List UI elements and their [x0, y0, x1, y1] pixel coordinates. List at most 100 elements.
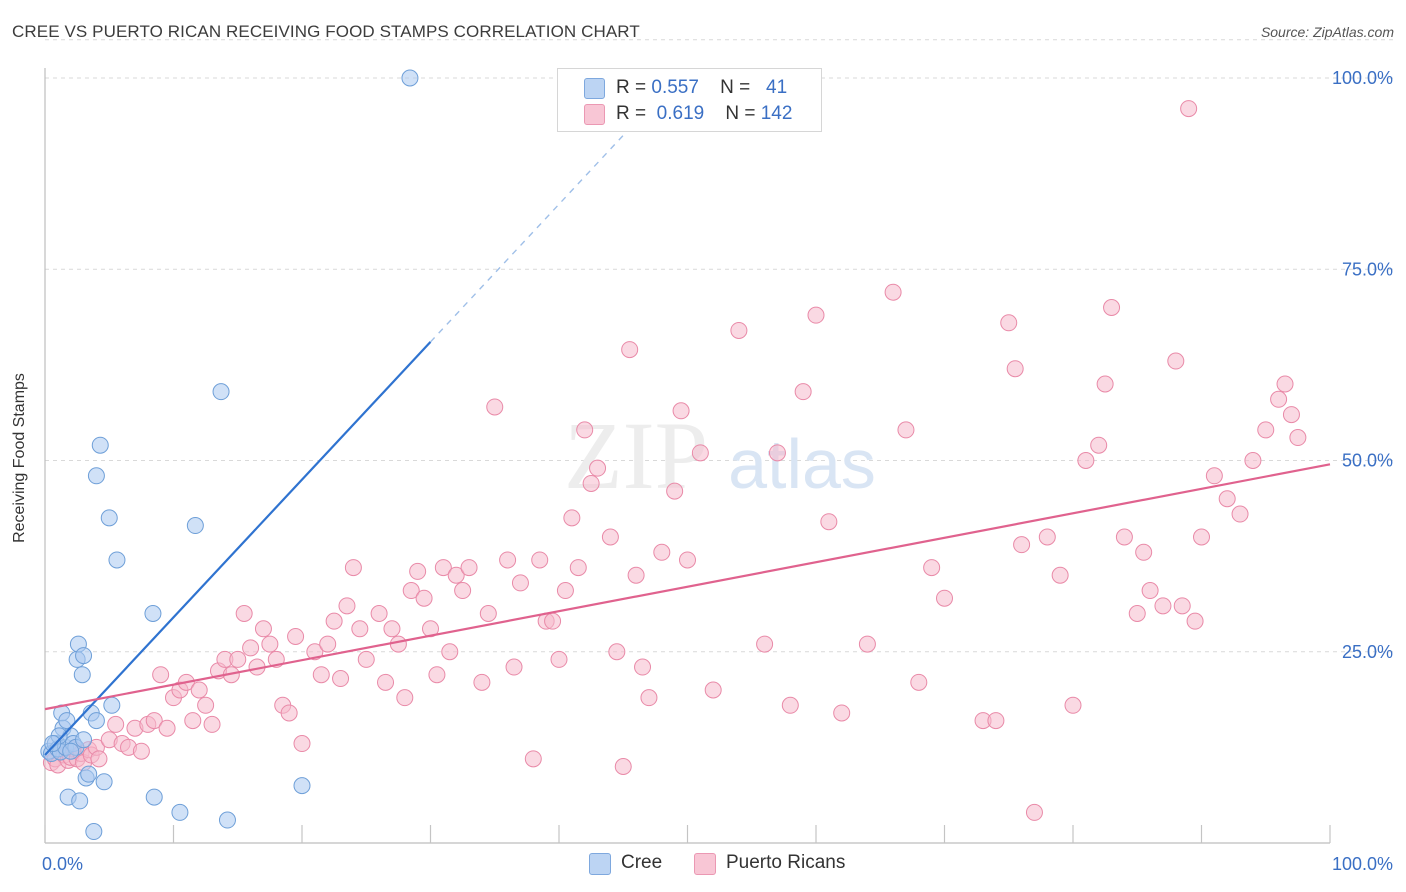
- puerto-rican-point: [1013, 536, 1031, 554]
- puerto-rican-point: [601, 528, 619, 546]
- puerto-rican-point: [409, 562, 427, 580]
- puerto-rican-point: [672, 402, 690, 420]
- puerto-rican-trendline: [44, 463, 1331, 711]
- cree-point: [62, 742, 80, 760]
- puerto-rican-point: [441, 643, 459, 661]
- puerto-rican-point: [556, 582, 574, 600]
- puerto-rican-point: [634, 658, 652, 676]
- puerto-rican-point: [936, 589, 953, 607]
- watermark-atlas: atlas: [728, 425, 876, 503]
- puerto-rican-point: [679, 551, 696, 569]
- puerto-rican-point: [1006, 360, 1024, 378]
- puerto-rican-point: [152, 666, 170, 684]
- trendlines: [44, 134, 1331, 756]
- puerto-rican-point: [768, 444, 786, 462]
- cree-point: [401, 69, 419, 87]
- puerto-rican-point: [569, 559, 587, 577]
- puerto-rican-point: [544, 612, 562, 630]
- puerto-rican-point: [132, 742, 150, 760]
- cree-point: [218, 811, 236, 829]
- puerto-rican-point: [1000, 314, 1018, 332]
- puerto-rican-point: [1135, 543, 1153, 561]
- cree-point: [171, 803, 189, 821]
- cree-point: [103, 696, 121, 714]
- cree-point: [108, 551, 126, 569]
- puerto-rican-point: [1276, 375, 1294, 393]
- cree-r-label: R =: [616, 77, 647, 98]
- watermark: ZIP atlas: [564, 402, 876, 509]
- puerto-rican-point: [428, 666, 446, 684]
- puerto-rican-point: [833, 704, 851, 722]
- puerto-rican-point: [351, 620, 369, 638]
- puerto-rican-point: [756, 635, 774, 653]
- puerto-rican-point: [621, 341, 639, 359]
- puerto-rican-point: [1103, 299, 1121, 316]
- puerto-rican-point: [377, 673, 395, 691]
- cree-r-value: 0.557: [651, 77, 699, 98]
- puerto-rican-point: [576, 421, 594, 439]
- cree-trendline: [44, 341, 432, 756]
- cree-point: [87, 467, 105, 485]
- y-tick-label: 50.0%: [1342, 451, 1393, 471]
- puerto-rican-point: [614, 758, 632, 775]
- puerto-rican-point: [1289, 429, 1307, 447]
- puerto-rican-point: [235, 605, 253, 622]
- puerto-rican-point: [486, 398, 504, 416]
- puerto-ricans-legend-label: Puerto Ricans: [726, 852, 846, 873]
- cree-swatch: [584, 78, 605, 99]
- puerto-rican-point: [370, 605, 388, 622]
- puerto-rican-point: [1205, 467, 1223, 485]
- puerto-rican-point: [319, 635, 337, 653]
- cree-point: [212, 383, 230, 401]
- x-tick-label-max: 100.0%: [1332, 854, 1393, 874]
- puerto-rican-point: [704, 681, 722, 699]
- puerto-rican-point: [653, 543, 671, 561]
- puerto-rican-point: [1270, 390, 1288, 408]
- pr-r-value: 0.619: [656, 103, 705, 124]
- puerto-rican-point: [1193, 528, 1210, 546]
- cree-point: [73, 666, 91, 684]
- y-tick-label: 75.0%: [1342, 259, 1393, 279]
- puerto-rican-point: [389, 635, 407, 653]
- cree-trendline-extension: [429, 134, 624, 343]
- puerto-rican-point: [254, 620, 272, 638]
- puerto-rican-point: [505, 658, 523, 676]
- puerto-rican-point: [460, 559, 478, 577]
- puerto-rican-point: [781, 696, 799, 714]
- puerto-rican-point: [1141, 582, 1159, 600]
- puerto-rican-point: [242, 639, 260, 657]
- y-tick-label: 25.0%: [1342, 642, 1393, 662]
- puerto-rican-point: [1186, 612, 1204, 630]
- puerto-rican-point: [524, 750, 542, 768]
- puerto-rican-point: [396, 689, 414, 707]
- puerto-rican-point: [640, 689, 658, 707]
- tick-labels: 25.0% 50.0% 75.0% 100.0% 0.0% 100.0%: [42, 68, 1393, 874]
- puerto-rican-point: [261, 635, 279, 653]
- cree-point: [71, 792, 89, 810]
- puerto-rican-point: [511, 574, 529, 592]
- puerto-rican-point: [383, 620, 401, 638]
- puerto-rican-point: [550, 650, 568, 668]
- puerto-rican-point: [158, 719, 176, 737]
- puerto-rican-point: [1154, 597, 1172, 615]
- cree-point: [85, 823, 103, 841]
- puerto-rican-point: [608, 643, 626, 661]
- puerto-rican-point: [203, 715, 221, 733]
- cree-legend-swatch: [589, 853, 611, 875]
- correlation-legend: R = 0.557 N = 41 R = 0.619 N = 142: [557, 68, 822, 132]
- puerto-rican-point: [344, 559, 362, 577]
- puerto-rican-point: [1096, 375, 1114, 393]
- puerto-rican-point: [1167, 352, 1185, 370]
- puerto-rican-point: [563, 509, 581, 527]
- puerto-rican-point: [415, 589, 433, 607]
- cree-point: [145, 788, 163, 806]
- puerto-rican-point: [402, 582, 420, 600]
- pr-r-label: R =: [616, 103, 647, 124]
- puerto-rican-point: [434, 559, 452, 577]
- puerto-rican-point: [306, 643, 324, 661]
- cree-point: [293, 777, 311, 795]
- puerto-rican-point: [90, 750, 108, 768]
- cree-points: [40, 69, 419, 841]
- cree-n-label: N =: [720, 77, 751, 98]
- puerto-rican-point: [1064, 696, 1082, 714]
